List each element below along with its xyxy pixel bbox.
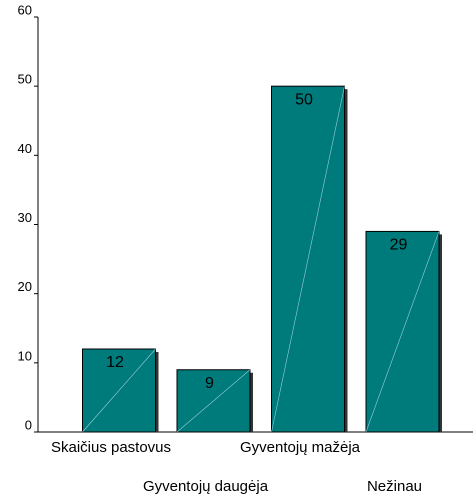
data-label: 12	[106, 354, 124, 371]
bar-highlight	[271, 86, 345, 433]
x-tick-label: Gyventojų daugėja	[143, 478, 269, 495]
data-label: 29	[390, 237, 408, 254]
y-tick-label: 60	[18, 2, 32, 17]
x-tick-label: Nežinau	[367, 478, 422, 495]
data-label: 50	[295, 91, 313, 108]
x-tick-label: Skaičius pastovus	[51, 439, 171, 456]
data-label: 9	[205, 375, 214, 392]
x-tick-label: Gyventojų mažėja	[240, 439, 361, 456]
y-tick-label: 30	[18, 210, 32, 225]
y-tick-label: 10	[18, 348, 32, 363]
y-tick-label: 50	[18, 72, 32, 87]
bar-highlight	[176, 369, 251, 433]
bar-highlight	[82, 348, 156, 433]
y-tick-label: 40	[18, 141, 32, 156]
y-tick-label: 20	[18, 279, 32, 294]
y-tick-label: 0	[25, 417, 32, 432]
bar-highlight	[365, 231, 440, 433]
